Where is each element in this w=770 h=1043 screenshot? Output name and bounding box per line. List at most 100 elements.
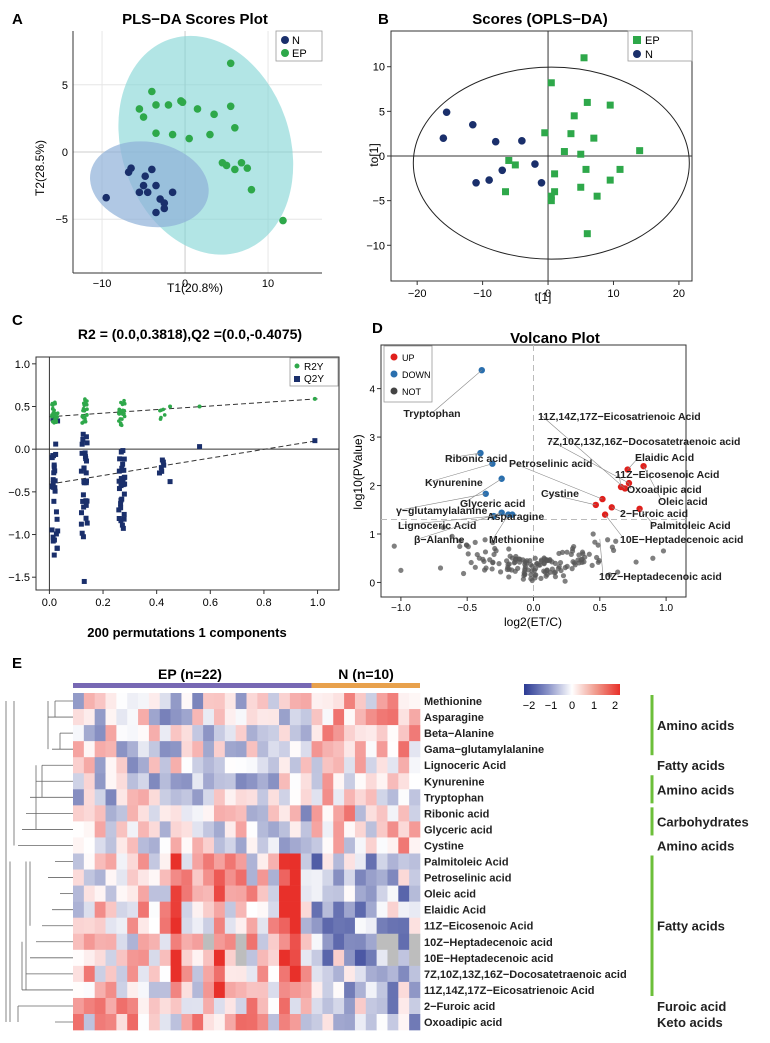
point-q2y <box>51 552 57 558</box>
heatmap-cell <box>376 693 388 710</box>
heatmap-cell <box>409 965 421 983</box>
heatmap-cell <box>73 981 85 999</box>
point-not <box>480 556 486 562</box>
heatmap-cell <box>138 853 150 870</box>
heatmap-cell <box>246 885 258 902</box>
point-ep <box>168 130 177 139</box>
point-not <box>570 559 576 565</box>
heatmap-cell <box>73 741 85 758</box>
heatmap-cell <box>257 965 269 983</box>
heatmap-cell <box>127 933 139 951</box>
point-q2y <box>83 434 89 440</box>
heatmap-cell <box>235 709 247 726</box>
heatmap-cell <box>73 965 85 983</box>
heatmap-cell <box>344 917 356 935</box>
heatmap-cell <box>235 933 247 951</box>
point-ep <box>567 130 575 138</box>
heatmap-cell <box>148 901 161 918</box>
heatmap-cell <box>105 789 117 806</box>
heatmap-cell <box>235 805 247 822</box>
heatmap-cell <box>387 997 399 1015</box>
heatmap-cell <box>203 901 215 918</box>
group-label-n: N (n=10) <box>338 666 394 682</box>
chart-b-xlabel: t[1] <box>535 290 552 304</box>
heatmap-cell <box>213 981 226 999</box>
heatmap-cell <box>224 837 236 854</box>
heatmap-cell <box>138 789 150 806</box>
point-label-d: 11Z,14Z,17Z−Eicosatrienoic Acid <box>538 411 701 423</box>
heatmap-cell <box>344 821 356 838</box>
heatmap-cell <box>116 821 128 838</box>
heatmap-cell <box>159 965 171 983</box>
point-not <box>506 574 512 580</box>
chart-c-title: R2 = (0.0,0.3818),Q2 =(0.0,-0.4075) <box>78 326 302 342</box>
heatmap-cell <box>203 885 215 902</box>
point-not <box>615 569 621 575</box>
heatmap-cell <box>213 949 226 967</box>
heatmap-cell <box>322 773 334 790</box>
heatmap-cell <box>268 741 280 758</box>
point-r2y <box>197 404 202 409</box>
heatmap-cell <box>257 917 269 935</box>
heatmap-cell <box>83 885 95 902</box>
y-tick-label-d: 1 <box>369 530 375 541</box>
point-q2y <box>81 478 87 484</box>
heatmap-cell <box>203 1014 215 1031</box>
heatmap-cell <box>311 821 323 838</box>
heatmap-cell <box>181 981 193 999</box>
point-r2y <box>161 407 166 412</box>
heatmap-cell <box>83 901 95 918</box>
heatmap-cell <box>376 981 388 999</box>
heatmap-row-label: Oxoadipic acid <box>424 1017 502 1029</box>
point-not <box>581 559 587 565</box>
heatmap-cell <box>279 901 291 918</box>
heatmap-cell <box>300 837 312 854</box>
point-q2y <box>161 462 167 468</box>
heatmap-cell <box>300 869 312 886</box>
heatmap-cell <box>344 949 356 967</box>
point-label-d: β−Alanine <box>414 534 465 546</box>
heatmap-cell <box>398 1014 410 1031</box>
panel-label-d: D <box>372 320 383 337</box>
heatmap-cell <box>268 933 280 951</box>
point-not <box>576 552 582 558</box>
point-r2y <box>53 401 57 406</box>
heatmap-cell <box>94 949 106 967</box>
point-not <box>559 549 566 555</box>
heatmap-cell <box>376 933 388 951</box>
heatmap-cell <box>322 965 334 983</box>
heatmap-cell <box>116 853 128 870</box>
heatmap-cell <box>300 693 312 710</box>
heatmap-cell <box>159 709 171 726</box>
heatmap-cell <box>73 773 85 790</box>
point-not <box>541 561 547 567</box>
heatmap-cell <box>170 869 182 886</box>
heatmap-cell <box>289 757 302 774</box>
point-label-d: 7Z,10Z,13Z,16Z−Docosatetraenoic acid <box>547 436 740 448</box>
point-r2y <box>50 402 54 407</box>
point-ep <box>185 134 193 143</box>
label-leader-d <box>401 515 494 526</box>
colorbar-tick-4: 2 <box>612 700 618 712</box>
point-not <box>569 548 576 554</box>
heatmap-cell <box>224 901 236 918</box>
heatmap-cell <box>235 693 247 710</box>
heatmap-cell <box>138 837 150 854</box>
point-not <box>557 560 564 566</box>
x-tick-label-c: 0.0 <box>42 597 57 609</box>
point-r2y <box>117 407 121 412</box>
heatmap-cell <box>148 821 161 838</box>
heatmap-cell <box>116 837 128 854</box>
legend-square-ep <box>633 36 641 44</box>
point-n <box>160 204 169 213</box>
heatmap-cell <box>213 997 226 1015</box>
heatmap-cell <box>409 933 421 951</box>
heatmap-cell <box>83 933 95 951</box>
heatmap-cell <box>148 693 161 710</box>
y-tick-label-d: 4 <box>369 385 375 396</box>
heatmap-cell <box>170 725 182 742</box>
point-q2y <box>122 474 128 480</box>
heatmap-cell <box>235 965 247 983</box>
point-ep <box>551 188 559 196</box>
heatmap-cell <box>289 741 302 758</box>
